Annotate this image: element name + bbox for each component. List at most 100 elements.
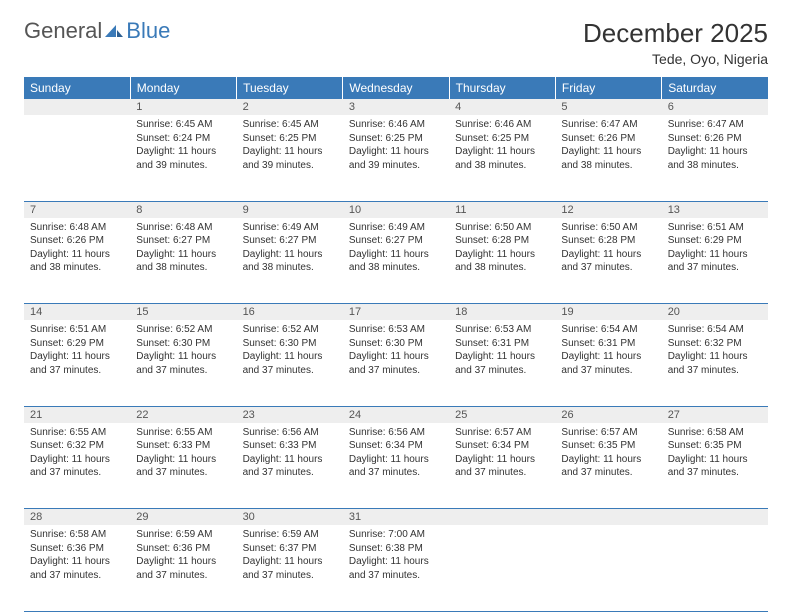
sunrise-text: Sunrise: 6:59 AM (243, 528, 337, 542)
sunset-text: Sunset: 6:38 PM (349, 542, 443, 556)
day-cell: Sunrise: 7:00 AMSunset: 6:38 PMDaylight:… (343, 525, 449, 611)
day-cell-body: Sunrise: 6:48 AMSunset: 6:26 PMDaylight:… (24, 218, 130, 281)
daylight-text: Daylight: 11 hours and 37 minutes. (561, 453, 655, 480)
sunset-text: Sunset: 6:27 PM (136, 234, 230, 248)
day-cell-body: Sunrise: 6:59 AMSunset: 6:36 PMDaylight:… (130, 525, 236, 588)
day-cell-body: Sunrise: 6:52 AMSunset: 6:30 PMDaylight:… (130, 320, 236, 383)
sunrise-text: Sunrise: 6:54 AM (668, 323, 762, 337)
month-title: December 2025 (583, 18, 768, 49)
day-content-row: Sunrise: 6:51 AMSunset: 6:29 PMDaylight:… (24, 320, 768, 406)
sunrise-text: Sunrise: 6:49 AM (243, 221, 337, 235)
daylight-text: Daylight: 11 hours and 37 minutes. (136, 350, 230, 377)
title-block: December 2025 Tede, Oyo, Nigeria (583, 18, 768, 67)
day-number-empty (24, 99, 130, 115)
sunset-text: Sunset: 6:31 PM (455, 337, 549, 351)
brand-part1: General (24, 18, 102, 44)
day-cell: Sunrise: 6:51 AMSunset: 6:29 PMDaylight:… (662, 218, 768, 304)
day-cell: Sunrise: 6:45 AMSunset: 6:25 PMDaylight:… (237, 115, 343, 201)
day-number: 9 (237, 201, 343, 218)
sunrise-text: Sunrise: 6:47 AM (561, 118, 655, 132)
daylight-text: Daylight: 11 hours and 37 minutes. (243, 453, 337, 480)
day-number: 29 (130, 509, 236, 526)
day-cell: Sunrise: 6:56 AMSunset: 6:34 PMDaylight:… (343, 423, 449, 509)
sunrise-text: Sunrise: 6:45 AM (136, 118, 230, 132)
day-number: 22 (130, 406, 236, 423)
day-number-empty (662, 509, 768, 526)
day-number-empty (449, 509, 555, 526)
day-cell-body: Sunrise: 6:51 AMSunset: 6:29 PMDaylight:… (662, 218, 768, 281)
day-cell-body: Sunrise: 6:56 AMSunset: 6:33 PMDaylight:… (237, 423, 343, 486)
day-number: 15 (130, 304, 236, 321)
day-header: Friday (555, 77, 661, 99)
daylight-text: Daylight: 11 hours and 39 minutes. (349, 145, 443, 172)
brand-part2: Blue (126, 18, 170, 44)
day-number: 2 (237, 99, 343, 115)
daylight-text: Daylight: 11 hours and 37 minutes. (30, 555, 124, 582)
sunset-text: Sunset: 6:28 PM (455, 234, 549, 248)
day-cell: Sunrise: 6:46 AMSunset: 6:25 PMDaylight:… (343, 115, 449, 201)
sunrise-text: Sunrise: 7:00 AM (349, 528, 443, 542)
day-number-row: 21222324252627 (24, 406, 768, 423)
day-number: 17 (343, 304, 449, 321)
day-cell-body: Sunrise: 6:58 AMSunset: 6:35 PMDaylight:… (662, 423, 768, 486)
daylight-text: Daylight: 11 hours and 38 minutes. (668, 145, 762, 172)
day-number: 23 (237, 406, 343, 423)
daylight-text: Daylight: 11 hours and 37 minutes. (349, 555, 443, 582)
day-cell: Sunrise: 6:55 AMSunset: 6:33 PMDaylight:… (130, 423, 236, 509)
daylight-text: Daylight: 11 hours and 38 minutes. (561, 145, 655, 172)
daylight-text: Daylight: 11 hours and 37 minutes. (668, 350, 762, 377)
day-content-row: Sunrise: 6:55 AMSunset: 6:32 PMDaylight:… (24, 423, 768, 509)
sunrise-text: Sunrise: 6:48 AM (136, 221, 230, 235)
day-cell: Sunrise: 6:57 AMSunset: 6:35 PMDaylight:… (555, 423, 661, 509)
day-number: 12 (555, 201, 661, 218)
sail-icon (104, 24, 124, 38)
sunrise-text: Sunrise: 6:57 AM (561, 426, 655, 440)
day-cell-body: Sunrise: 6:47 AMSunset: 6:26 PMDaylight:… (662, 115, 768, 178)
daylight-text: Daylight: 11 hours and 37 minutes. (136, 555, 230, 582)
day-cell: Sunrise: 6:49 AMSunset: 6:27 PMDaylight:… (237, 218, 343, 304)
day-cell: Sunrise: 6:48 AMSunset: 6:27 PMDaylight:… (130, 218, 236, 304)
sunset-text: Sunset: 6:31 PM (561, 337, 655, 351)
sunset-text: Sunset: 6:24 PM (136, 132, 230, 146)
sunset-text: Sunset: 6:36 PM (136, 542, 230, 556)
day-header: Wednesday (343, 77, 449, 99)
sunset-text: Sunset: 6:33 PM (136, 439, 230, 453)
sunrise-text: Sunrise: 6:48 AM (30, 221, 124, 235)
day-cell-empty (24, 115, 130, 201)
sunrise-text: Sunrise: 6:53 AM (349, 323, 443, 337)
day-number: 7 (24, 201, 130, 218)
day-cell-body: Sunrise: 6:49 AMSunset: 6:27 PMDaylight:… (343, 218, 449, 281)
sunset-text: Sunset: 6:26 PM (561, 132, 655, 146)
sunrise-text: Sunrise: 6:47 AM (668, 118, 762, 132)
daylight-text: Daylight: 11 hours and 37 minutes. (136, 453, 230, 480)
day-cell-body: Sunrise: 6:54 AMSunset: 6:31 PMDaylight:… (555, 320, 661, 383)
day-cell-body: Sunrise: 6:50 AMSunset: 6:28 PMDaylight:… (555, 218, 661, 281)
sunrise-text: Sunrise: 6:56 AM (349, 426, 443, 440)
day-number: 8 (130, 201, 236, 218)
day-cell-body: Sunrise: 6:46 AMSunset: 6:25 PMDaylight:… (449, 115, 555, 178)
day-cell: Sunrise: 6:54 AMSunset: 6:32 PMDaylight:… (662, 320, 768, 406)
daylight-text: Daylight: 11 hours and 37 minutes. (455, 350, 549, 377)
day-cell-body: Sunrise: 6:55 AMSunset: 6:32 PMDaylight:… (24, 423, 130, 486)
day-number: 14 (24, 304, 130, 321)
daylight-text: Daylight: 11 hours and 37 minutes. (561, 350, 655, 377)
day-cell-body: Sunrise: 6:47 AMSunset: 6:26 PMDaylight:… (555, 115, 661, 178)
day-cell-body: Sunrise: 6:57 AMSunset: 6:34 PMDaylight:… (449, 423, 555, 486)
sunrise-text: Sunrise: 6:45 AM (243, 118, 337, 132)
day-number: 27 (662, 406, 768, 423)
day-cell: Sunrise: 6:49 AMSunset: 6:27 PMDaylight:… (343, 218, 449, 304)
day-cell: Sunrise: 6:47 AMSunset: 6:26 PMDaylight:… (662, 115, 768, 201)
day-number: 25 (449, 406, 555, 423)
daylight-text: Daylight: 11 hours and 37 minutes. (243, 350, 337, 377)
day-number: 13 (662, 201, 768, 218)
day-cell: Sunrise: 6:55 AMSunset: 6:32 PMDaylight:… (24, 423, 130, 509)
day-number: 31 (343, 509, 449, 526)
day-cell-body: Sunrise: 6:52 AMSunset: 6:30 PMDaylight:… (237, 320, 343, 383)
daylight-text: Daylight: 11 hours and 38 minutes. (349, 248, 443, 275)
sunset-text: Sunset: 6:25 PM (455, 132, 549, 146)
sunrise-text: Sunrise: 6:46 AM (349, 118, 443, 132)
sunset-text: Sunset: 6:36 PM (30, 542, 124, 556)
day-cell-body: Sunrise: 6:45 AMSunset: 6:25 PMDaylight:… (237, 115, 343, 178)
day-cell-empty (555, 525, 661, 611)
daylight-text: Daylight: 11 hours and 39 minutes. (136, 145, 230, 172)
